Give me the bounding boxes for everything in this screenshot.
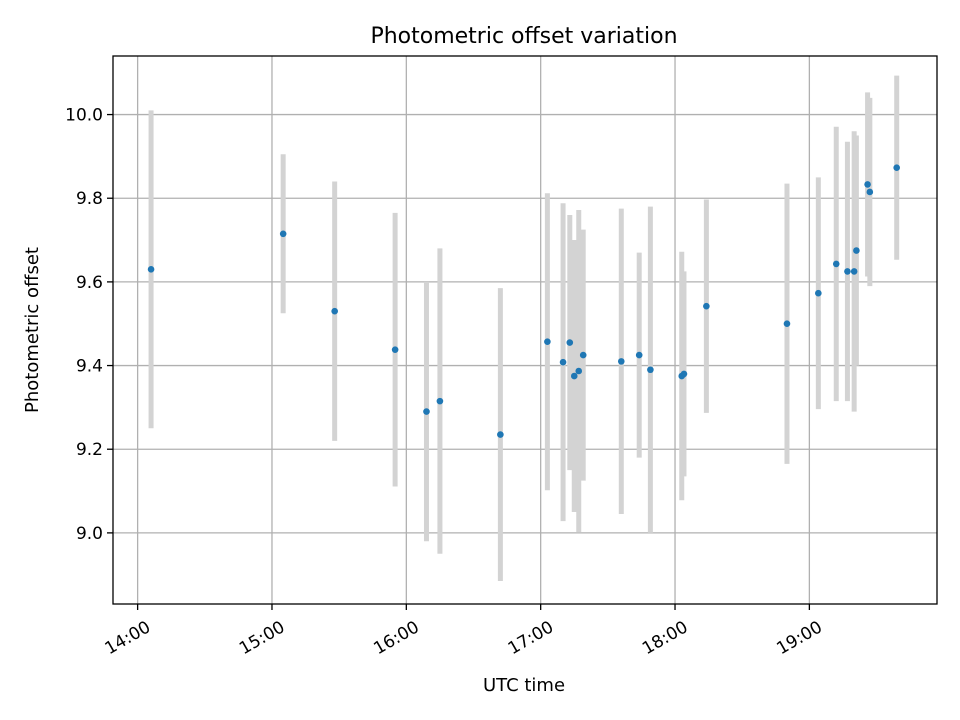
data-point	[391, 346, 399, 353]
grid-layer	[113, 56, 937, 604]
y-tick-label: 9.6	[76, 273, 103, 293]
data-point	[815, 289, 822, 297]
data-point	[575, 367, 583, 375]
data-point	[423, 408, 430, 415]
data-point	[147, 266, 155, 273]
data-point	[497, 431, 504, 438]
x-axis-label: UTC time	[483, 675, 565, 696]
data-point	[893, 164, 900, 171]
data-point	[783, 320, 791, 328]
y-tick-label: 9.2	[76, 440, 103, 460]
data-point	[647, 366, 654, 374]
data-point	[331, 307, 338, 315]
chart-title: Photometric offset variation	[370, 24, 677, 49]
point-layer	[147, 164, 900, 438]
y-tick-label: 9.8	[76, 189, 103, 209]
y-tick-label: 10.0	[65, 106, 103, 126]
data-point	[703, 302, 710, 310]
plot-frame	[112, 55, 938, 605]
y-tick-label: 9.0	[76, 524, 103, 544]
data-point	[866, 188, 874, 196]
data-point	[570, 372, 578, 380]
data-point	[864, 181, 871, 188]
data-point	[850, 268, 858, 275]
y-axis-label: Photometric offset	[22, 247, 43, 413]
data-point	[680, 370, 688, 378]
data-point	[559, 358, 567, 366]
y-tick-label: 9.4	[76, 357, 103, 377]
data-point	[436, 397, 444, 405]
data-point	[566, 339, 574, 346]
data-point	[853, 247, 860, 254]
data-point	[579, 351, 587, 359]
data-point	[635, 351, 643, 359]
data-point	[844, 268, 851, 275]
data-point	[544, 338, 551, 346]
data-point	[279, 230, 287, 238]
data-point	[617, 358, 625, 365]
data-point	[832, 260, 840, 268]
